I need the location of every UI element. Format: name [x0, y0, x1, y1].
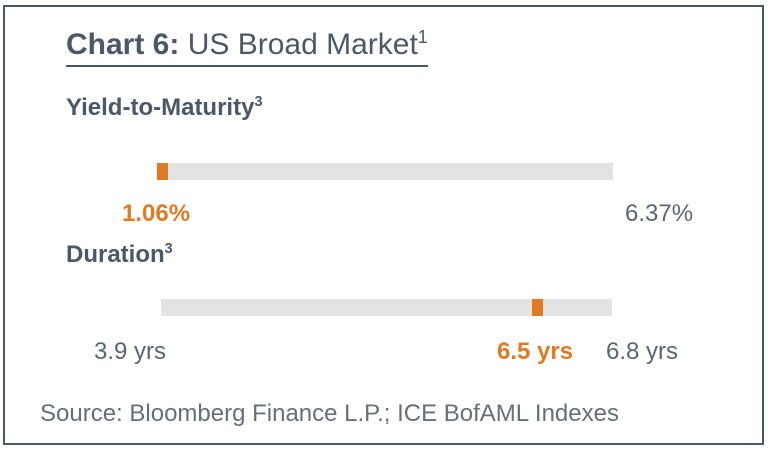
ytm-label-text: Yield-to-Maturity	[66, 94, 255, 121]
title-footnote: 1	[417, 27, 428, 47]
chart-number: Chart 6:	[66, 28, 180, 61]
ytm-current-marker	[157, 163, 168, 180]
duration-min-value: 3.9 yrs	[94, 338, 167, 365]
duration-max-value: 6.8 yrs	[606, 338, 679, 365]
duration-range-track	[161, 299, 612, 316]
duration-current-marker	[532, 299, 544, 316]
chart-title-text: US Broad Market	[179, 28, 418, 61]
chart-frame	[3, 5, 764, 445]
duration-label-text: Duration	[66, 241, 165, 268]
ytm-current-value: 1.06%	[122, 200, 191, 227]
ytm-footnote: 3	[254, 94, 263, 110]
source-note: Source: Bloomberg Finance L.P.; ICE BofA…	[40, 400, 619, 427]
ytm-max-value: 6.37%	[625, 200, 694, 227]
duration-label: Duration3	[66, 241, 173, 269]
ytm-label: Yield-to-Maturity3	[66, 94, 262, 122]
duration-footnote: 3	[164, 241, 173, 257]
chart-title: Chart 6: US Broad Market1	[66, 28, 428, 67]
ytm-range-track	[157, 163, 613, 180]
duration-current-value: 6.5 yrs	[497, 338, 574, 365]
